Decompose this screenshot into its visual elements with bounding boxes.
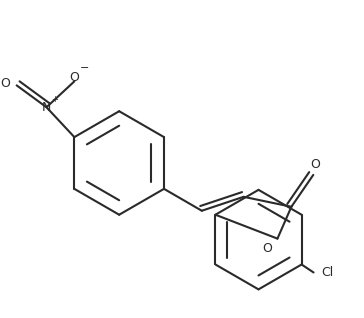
Text: O: O: [310, 158, 320, 171]
Text: −: −: [80, 63, 89, 73]
Text: O: O: [0, 77, 9, 90]
Text: +: +: [51, 95, 58, 104]
Text: O: O: [70, 71, 79, 84]
Text: O: O: [262, 242, 272, 255]
Text: Cl: Cl: [321, 266, 333, 279]
Text: N: N: [42, 101, 51, 114]
